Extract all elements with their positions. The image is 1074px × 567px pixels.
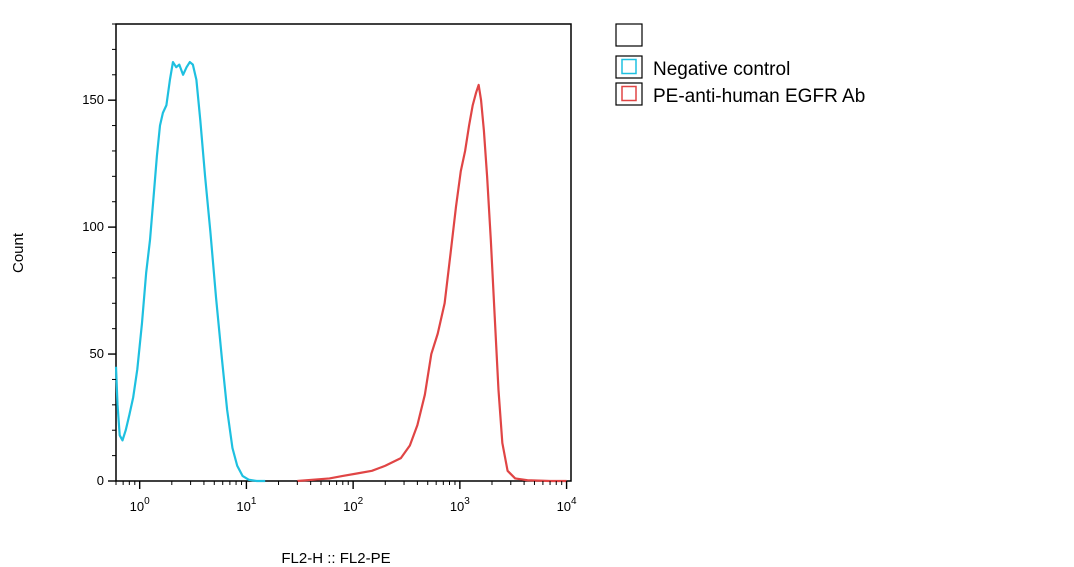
series-layer — [114, 60, 567, 483]
legend-label-egfr-ab: PE-anti-human EGFR Ab — [653, 86, 865, 107]
x-tick-label: 101 — [236, 496, 256, 514]
series-line-0 — [114, 60, 266, 483]
y-tick-label: 150 — [82, 92, 104, 107]
series-line-1 — [297, 83, 567, 483]
x-tick-label: 102 — [343, 496, 363, 514]
legend-swatch-egfr-ab — [621, 85, 637, 102]
y-axis-title: Count — [10, 232, 27, 273]
x-tick-label: 103 — [450, 496, 470, 514]
x-tick-label: 104 — [557, 496, 577, 514]
legend: Negative control PE-anti-human EGFR Ab — [615, 23, 865, 107]
plot-frame — [115, 23, 572, 482]
y-tick-label: 100 — [82, 219, 104, 234]
legend-label-negative-control: Negative control — [653, 59, 790, 80]
x-axis-title: FL2-H :: FL2-PE — [281, 550, 390, 567]
plot-area: 100 101 102 103 104 0 50 100 150 — [82, 23, 577, 514]
y-tick-label: 50 — [90, 346, 104, 361]
x-tick-label: 100 — [130, 496, 150, 514]
y-axis: 0 50 100 150 — [82, 23, 116, 488]
legend-blank-swatch — [615, 23, 643, 47]
x-axis: 100 101 102 103 104 — [115, 481, 577, 514]
y-tick-label: 0 — [97, 473, 104, 488]
legend-swatch-negative-control — [621, 58, 637, 75]
